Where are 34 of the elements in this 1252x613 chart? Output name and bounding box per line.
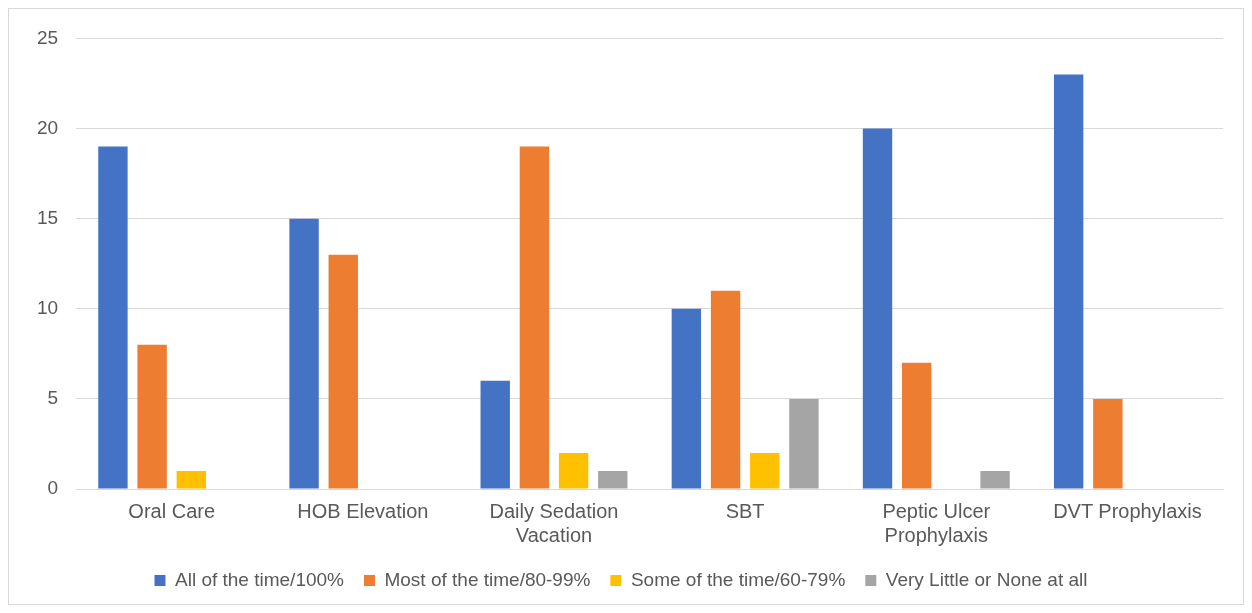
bar (598, 470, 628, 489)
bar (862, 128, 893, 489)
x-tick-label: DVT Prophylaxis (1053, 499, 1202, 522)
x-tick-label: SBT (725, 499, 765, 522)
x-tick-label: HOB Elevation (297, 499, 429, 522)
legend-label: Very Little or None at all (885, 568, 1088, 590)
bar (1093, 398, 1123, 489)
bar (558, 452, 589, 489)
bar (710, 290, 741, 489)
bar (789, 398, 819, 489)
legend-label: Most of the time/80-99% (384, 568, 591, 590)
legend-label: All of the time/100% (174, 568, 345, 590)
y-tick-label: 0 (47, 477, 59, 499)
bar (1053, 74, 1084, 489)
bar (328, 254, 358, 489)
bar (519, 146, 550, 489)
x-tick-label: Oral Care (128, 499, 216, 522)
bar (137, 344, 167, 489)
bar (750, 452, 780, 489)
bar (902, 362, 932, 489)
bar (289, 218, 319, 489)
y-tick-label: 20 (36, 116, 59, 138)
bar (480, 380, 510, 489)
y-tick-label: 25 (36, 26, 59, 48)
legend-label: Some of the time/60-79% (630, 568, 846, 590)
y-tick-label: 10 (36, 296, 59, 318)
y-tick-label: 5 (47, 387, 59, 409)
bar (671, 308, 702, 489)
bar (98, 146, 128, 489)
x-tick-label: Peptic Ulcer Prophylaxis (882, 499, 991, 546)
y-tick-label: 15 (36, 206, 59, 228)
bar (176, 470, 206, 489)
x-tick-label: Daily Sedation Vacation (489, 499, 619, 546)
bar (980, 470, 1010, 489)
